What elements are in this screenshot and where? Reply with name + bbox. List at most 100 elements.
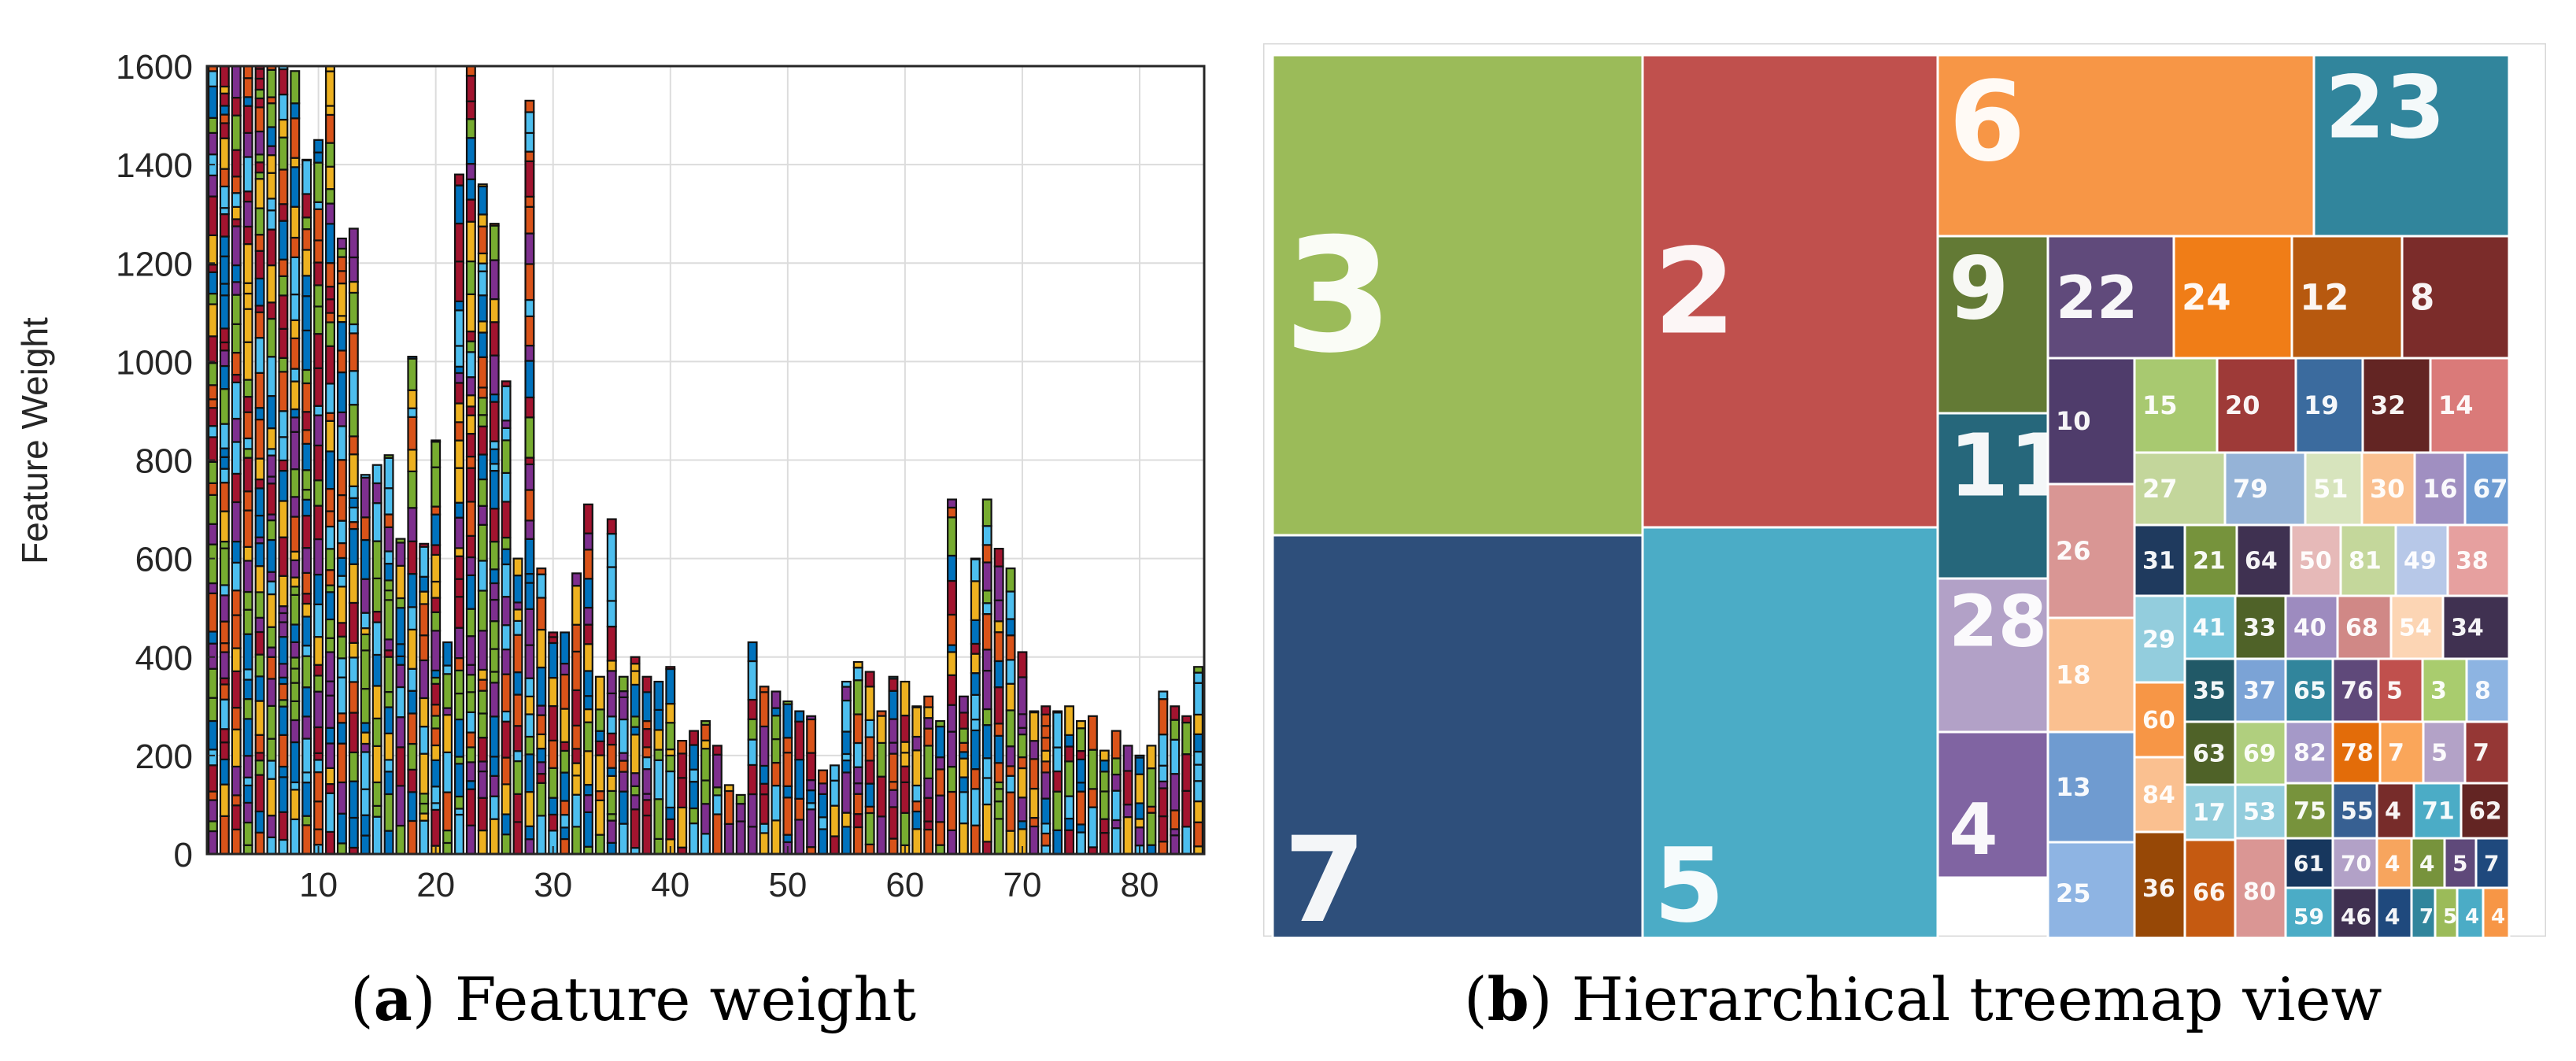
bar-segment [477, 712, 488, 739]
bar-segment [606, 819, 617, 844]
bar-segment [489, 774, 500, 797]
bar [606, 518, 617, 856]
bar-segment [454, 365, 464, 375]
bar-segment [242, 282, 253, 295]
bar-segment [606, 518, 617, 535]
bar-segment [689, 822, 700, 856]
bar-segment [278, 776, 289, 813]
bar-segment [266, 172, 277, 200]
bar-segment [548, 677, 559, 708]
bar-segment [290, 593, 301, 626]
bar-segment [278, 203, 289, 222]
bar-segment [536, 714, 547, 736]
bar-segment [618, 696, 629, 721]
bar [1193, 666, 1204, 856]
bar-segment [336, 411, 347, 427]
bar-segment [794, 819, 805, 856]
bar-segment [630, 734, 641, 774]
bar-segment [454, 692, 464, 721]
bar-segment [465, 340, 476, 353]
bar-segment [278, 275, 289, 297]
bar-segment [923, 706, 934, 719]
bar-segment [454, 501, 464, 519]
bar-segment [442, 791, 453, 832]
bar-segment [254, 305, 265, 313]
bar-segment [348, 780, 359, 819]
bar-segment [512, 619, 523, 636]
bar-segment [1158, 764, 1169, 782]
bar-segment [219, 815, 230, 856]
treemap-cell-label: 17 [2193, 800, 2226, 827]
bar-segment [266, 454, 277, 478]
bar-segment [700, 719, 711, 726]
bar-segment [477, 737, 488, 763]
y-axis-label: Feature Weight [14, 317, 55, 564]
bar-segment [219, 341, 230, 352]
bar-segment [454, 627, 464, 660]
bar-segment [207, 494, 218, 525]
treemap-cell-rect [2284, 657, 2334, 723]
bar-segment [465, 746, 476, 763]
bar-segment [947, 730, 957, 768]
bar-segment [630, 808, 641, 849]
bar-segment [383, 550, 394, 565]
bar-segment [313, 573, 324, 605]
bar-segment [606, 774, 617, 793]
treemap-cell-rect [2375, 782, 2415, 840]
bar-segment [641, 756, 652, 771]
bar-segment [371, 717, 383, 748]
bar-segment [301, 158, 312, 161]
bar-segment [1017, 676, 1028, 715]
bar-segment [477, 252, 488, 264]
bar-segment [207, 799, 218, 823]
treemap-cell-label: 5 [2431, 740, 2448, 767]
bar-segment [524, 677, 535, 697]
bar-segment [325, 450, 335, 490]
bar-segment [301, 216, 312, 231]
bar-segment [313, 664, 324, 677]
bar-segment [360, 476, 371, 519]
treemap-cell-rect [2361, 357, 2432, 454]
bar-segment [548, 704, 559, 741]
treemap-cell-label: 19 [2304, 390, 2339, 420]
bar-segment [1005, 618, 1016, 637]
x-tick-label: 80 [1121, 866, 1159, 904]
bar-segment [231, 373, 242, 383]
bar-segment [231, 472, 242, 504]
bar-segment [560, 631, 571, 665]
bar-segment [582, 623, 593, 645]
treemap-cell-rect [1641, 54, 1939, 529]
bar-segment [301, 368, 312, 385]
bar-segment [336, 676, 347, 715]
bar-segment [254, 97, 265, 109]
bar-segment [383, 732, 394, 761]
bar-segment [465, 100, 476, 120]
bar-segment [325, 767, 335, 786]
bar-segment [958, 757, 969, 778]
bar-segment [524, 195, 535, 208]
bar-segment [290, 416, 301, 433]
bar-segment [1064, 795, 1075, 820]
bar-segment [371, 611, 383, 623]
bar-segment [383, 526, 394, 553]
bar-segment [1052, 790, 1063, 831]
bar-segment [501, 563, 512, 598]
bar [207, 65, 218, 856]
treemap-cell: 51 [2304, 451, 2363, 527]
bar-segment [360, 751, 371, 790]
bar-segment [336, 635, 347, 660]
bar-segment [1017, 820, 1028, 830]
bar-segment [325, 510, 335, 528]
bar-segment [313, 771, 324, 803]
bar-segment [864, 805, 875, 815]
treemap-cell-rect [2290, 235, 2404, 360]
bar [278, 65, 289, 856]
bar-segment [582, 549, 593, 580]
bar-segment [864, 719, 875, 738]
bar-segment [1076, 719, 1086, 730]
bar-segment [207, 820, 218, 833]
bar-segment [489, 298, 500, 323]
treemap-cell-rect [2441, 594, 2511, 660]
bar-segment [207, 667, 218, 699]
bar-segment [1064, 705, 1075, 736]
